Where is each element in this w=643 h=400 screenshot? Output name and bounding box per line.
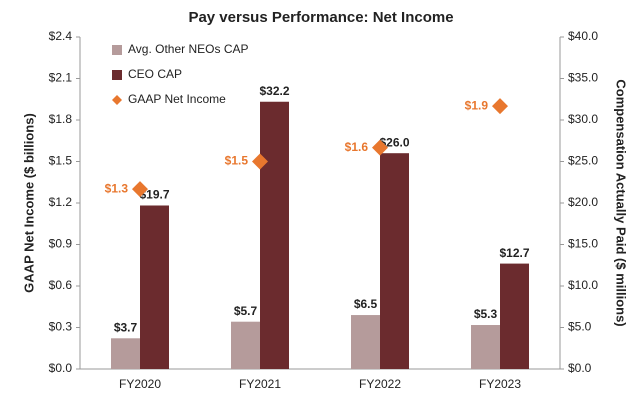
y2-tick-label: $40.0 [568, 29, 598, 43]
diamond-marker [492, 98, 508, 115]
y-tick-label: $0.0 [49, 361, 73, 375]
bar [260, 101, 289, 370]
y-tick-label: $2.4 [49, 29, 73, 43]
bar-value-label: $26.0 [379, 135, 409, 149]
legend-swatch [112, 45, 122, 55]
y2-tick-label: $15.0 [568, 237, 598, 251]
bar [111, 338, 140, 369]
y2-tick-label: $20.0 [568, 195, 598, 209]
point-value-label: $1.3 [105, 181, 129, 195]
bar [500, 263, 529, 369]
legend-swatch [112, 95, 122, 105]
y-tick-label: $0.9 [49, 237, 73, 251]
y-tick-label: $1.5 [49, 154, 73, 168]
y-tick-label: $0.3 [49, 320, 73, 334]
bar-value-label: $12.7 [499, 246, 529, 260]
diamond-marker [372, 139, 388, 156]
diamond-marker [252, 153, 268, 170]
point-value-label: $1.5 [225, 154, 249, 168]
y2-tick-label: $5.0 [568, 320, 592, 334]
chart-title: Pay versus Performance: Net Income [188, 9, 453, 26]
y2-tick-label: $10.0 [568, 278, 598, 292]
bar-value-label: $5.3 [474, 307, 498, 321]
point-value-label: $1.9 [465, 98, 489, 112]
y-axis-label: GAAP Net Income ($ billions) [21, 113, 36, 293]
y2-tick-label: $35.0 [568, 71, 598, 85]
bar-value-label: $3.7 [114, 320, 138, 334]
bar-value-label: $6.5 [354, 297, 378, 311]
y-tick-label: $1.8 [49, 112, 73, 126]
legend-label: Avg. Other NEOs CAP [128, 42, 249, 56]
diamond-marker [132, 181, 148, 198]
x-tick-label: FY2023 [479, 377, 521, 391]
bar [471, 325, 500, 369]
x-tick-label: FY2022 [359, 377, 401, 391]
bar-value-label: $5.7 [234, 304, 258, 318]
bar [140, 205, 169, 369]
legend-label: GAAP Net Income [128, 92, 226, 106]
y-tick-label: $2.1 [49, 71, 73, 85]
bar-value-label: $32.2 [259, 84, 289, 98]
bar [351, 315, 380, 369]
point-value-label: $1.6 [345, 140, 369, 154]
x-tick-label: FY2021 [239, 377, 281, 391]
bar-value-label: $19.7 [139, 188, 169, 202]
y2-axis-label: Compensation Actually Paid ($ millions) [614, 79, 629, 326]
y2-tick-label: $30.0 [568, 112, 598, 126]
x-tick-label: FY2020 [119, 377, 161, 391]
y2-tick-label: $25.0 [568, 154, 598, 168]
y2-tick-label: $0.0 [568, 361, 592, 375]
legend-label: CEO CAP [128, 67, 182, 81]
legend-swatch [112, 70, 122, 80]
bar [231, 321, 260, 369]
bar [380, 153, 409, 369]
y-tick-label: $0.6 [49, 278, 73, 292]
y-tick-label: $1.2 [49, 195, 73, 209]
